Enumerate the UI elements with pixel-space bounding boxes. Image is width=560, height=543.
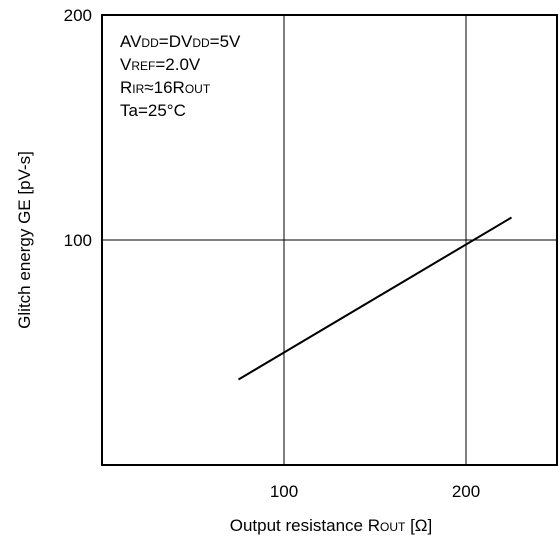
x-tick-label: 100 — [270, 482, 298, 501]
x-tick-label: 200 — [452, 482, 480, 501]
y-tick-label: 100 — [64, 231, 92, 250]
annotation-line: RIR≈16ROUT — [120, 78, 211, 97]
data-marks — [237, 216, 513, 381]
annotation-line: VREF=2.0V — [120, 55, 201, 74]
plot-frame — [101, 14, 558, 466]
x-axis-label: Output resistance ROUT [Ω] — [230, 516, 432, 535]
y-tick-label: 200 — [64, 6, 92, 25]
annotation-line: Ta=25°C — [120, 101, 186, 120]
series-line — [237, 216, 513, 381]
annotation-line: AVDD=DVDD=5V — [120, 32, 241, 51]
y-axis-label: Glitch energy GE [pV-s] — [15, 151, 34, 329]
annotation-box: AVDD=DVDD=5V VREF=2.0V RIR≈16ROUT Ta=25°C — [120, 32, 241, 120]
tick-labels: 100 200 100 200 — [64, 6, 481, 501]
grid-lines — [102, 15, 557, 465]
